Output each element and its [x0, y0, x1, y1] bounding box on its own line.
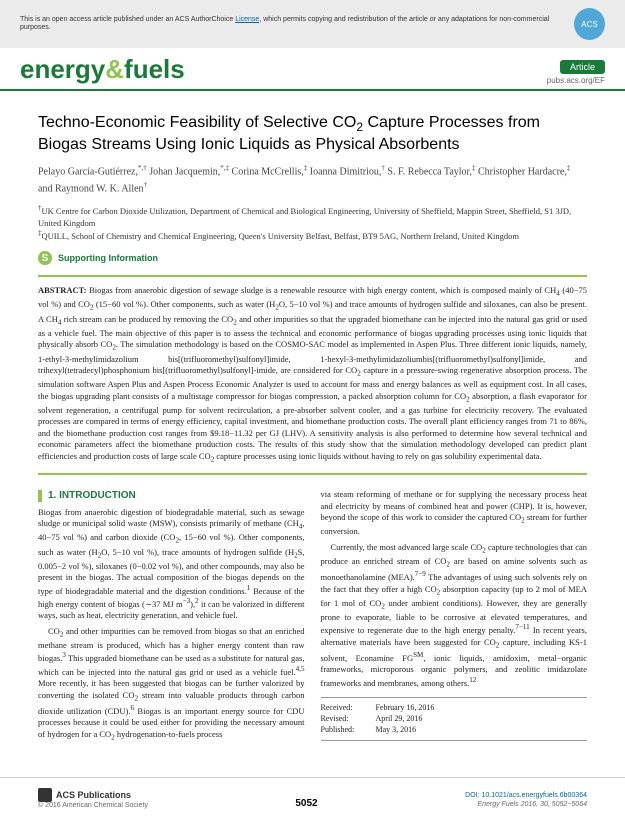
supporting-info-icon: S — [38, 251, 52, 265]
license-link[interactable]: License — [235, 16, 259, 23]
journal-logo: energy&fuels — [20, 54, 185, 85]
journal-url: pubs.acs.org/EF — [547, 76, 605, 85]
affiliations: †UK Centre for Carbon Dioxide Utilizatio… — [38, 204, 587, 243]
authors: Pelayo García-Gutiérrez,*,† Johan Jacque… — [38, 163, 587, 196]
journal-header: energy&fuels Article pubs.acs.org/EF — [0, 48, 625, 91]
citation: DOI: 10.1021/acs.energyfuels.6b00364 Ene… — [465, 791, 587, 809]
acs-publications-logo: ACS Publications — [38, 788, 148, 802]
column-left: 1. INTRODUCTION Biogas from anaerobic di… — [38, 489, 305, 747]
author-choice-badge: ACS — [574, 8, 605, 40]
abstract-box: ABSTRACT: Biogas from anaerobic digestio… — [38, 275, 587, 475]
abstract-text: ABSTRACT: Biogas from anaerobic digestio… — [38, 285, 587, 465]
supporting-info-link[interactable]: S Supporting Information — [38, 251, 587, 265]
column-right: via steam reforming of methane or for su… — [321, 489, 588, 747]
section-heading: 1. INTRODUCTION — [38, 489, 305, 503]
article-title: Techno-Economic Feasibility of Selective… — [38, 113, 587, 155]
copyright: © 2016 American Chemical Society — [38, 802, 148, 809]
publication-dates: Received:February 16, 2016 Revised:April… — [321, 697, 588, 741]
page-number: 5052 — [295, 798, 317, 809]
top-banner: This is an open access article published… — [0, 0, 625, 48]
license-text: This is an open access article published… — [20, 16, 564, 33]
article-type-badge: Article — [560, 60, 605, 74]
